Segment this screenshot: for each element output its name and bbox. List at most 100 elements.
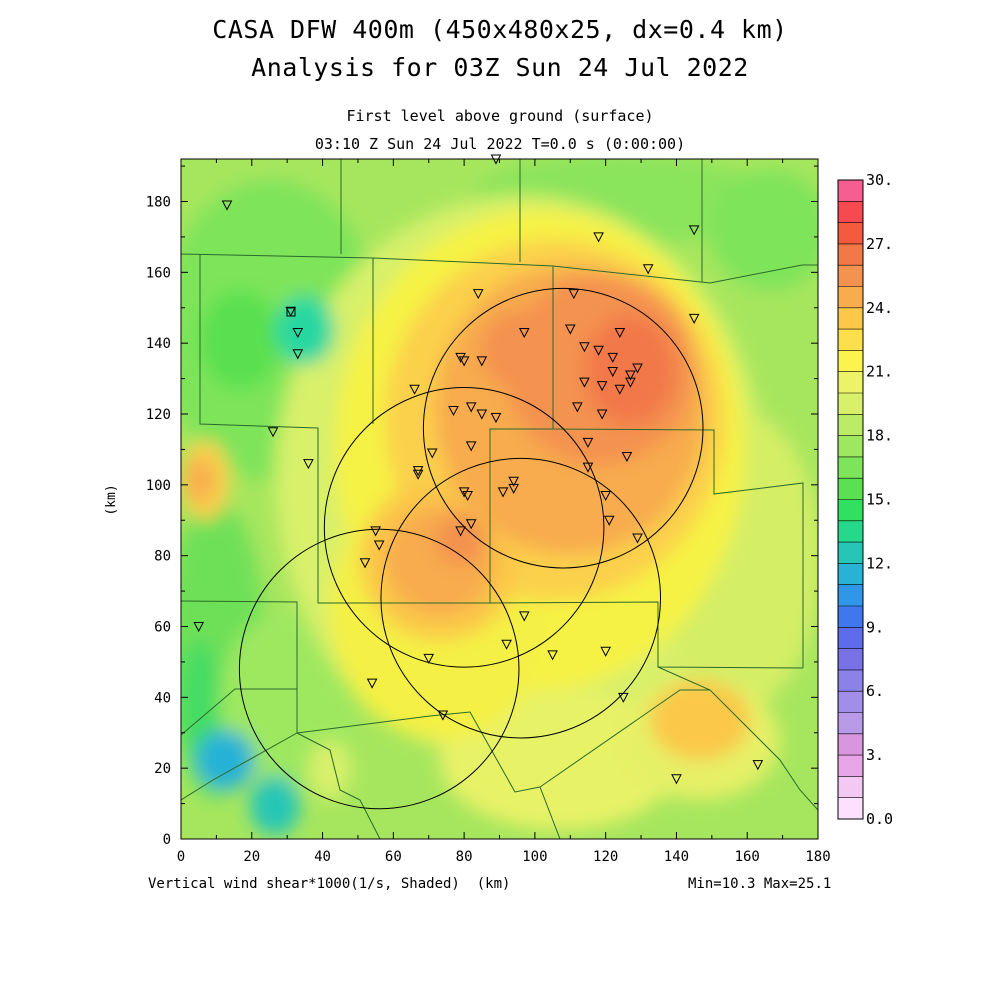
station-marker bbox=[642, 264, 654, 275]
valid-time-label: 03:10 Z Sun 24 Jul 2022 T=0.0 s (0:00:00… bbox=[314, 135, 686, 153]
x-tick-label: 180 bbox=[805, 849, 830, 865]
station-marker bbox=[603, 515, 615, 526]
station-marker bbox=[455, 526, 466, 537]
station-marker bbox=[458, 487, 470, 498]
station-marker bbox=[625, 370, 636, 381]
colorbar-swatch bbox=[838, 691, 863, 713]
colorbar-label: 21. bbox=[866, 363, 893, 381]
station-marker bbox=[303, 459, 314, 470]
colorbar-swatch bbox=[838, 669, 863, 692]
colorbar-swatch bbox=[838, 648, 863, 671]
radar-ring-3 bbox=[380, 457, 662, 739]
field-max-label: Max=25.1 bbox=[763, 876, 832, 892]
station-marker bbox=[568, 289, 580, 300]
y-tick-label: 100 bbox=[146, 478, 171, 494]
station-marker bbox=[752, 760, 764, 771]
station-marker bbox=[614, 328, 626, 339]
station-marker bbox=[600, 646, 611, 657]
station-marker bbox=[582, 462, 594, 473]
colorbar-swatch bbox=[838, 499, 863, 522]
observation-stations bbox=[193, 154, 764, 785]
station-marker bbox=[448, 405, 459, 417]
station-marker bbox=[423, 653, 435, 664]
station-marker bbox=[193, 622, 205, 633]
colorbar-swatch bbox=[838, 542, 863, 564]
station-marker bbox=[621, 452, 633, 463]
station-marker bbox=[596, 381, 608, 392]
station-marker bbox=[292, 349, 304, 360]
station-marker bbox=[600, 490, 611, 502]
colorbar-swatch bbox=[838, 712, 863, 735]
station-marker bbox=[472, 289, 484, 300]
station-marker bbox=[625, 377, 636, 388]
station-marker bbox=[688, 225, 700, 236]
station-marker bbox=[508, 483, 519, 494]
station-marker bbox=[518, 328, 530, 339]
station-marker bbox=[596, 409, 608, 420]
radar-ring-2 bbox=[323, 387, 605, 668]
x-tick-label: 20 bbox=[243, 849, 260, 865]
station-marker bbox=[490, 413, 502, 424]
station-marker bbox=[614, 384, 626, 395]
station-marker bbox=[221, 200, 233, 211]
colorbar-label: 3. bbox=[866, 746, 884, 764]
colorbar-swatch bbox=[838, 307, 863, 330]
colorbar-label: 30. bbox=[866, 171, 893, 189]
station-marker bbox=[465, 441, 477, 452]
chart-subtitle-analysis-time: Analysis for 03Z Sun 24 Jul 2022 bbox=[251, 53, 749, 82]
colorbar-swatch bbox=[838, 265, 863, 287]
y-tick-label: 180 bbox=[146, 195, 171, 211]
colorbar-swatch bbox=[838, 286, 863, 309]
colorbar-swatch bbox=[838, 180, 863, 202]
station-marker bbox=[593, 232, 604, 243]
station-marker bbox=[458, 356, 470, 367]
station-marker bbox=[462, 490, 473, 502]
y-tick-label: 140 bbox=[146, 336, 171, 352]
x-tick-label: 160 bbox=[735, 849, 760, 865]
station-marker bbox=[437, 710, 449, 721]
colorbar-swatch bbox=[838, 606, 863, 628]
station-marker bbox=[671, 774, 682, 785]
station-marker bbox=[618, 692, 629, 703]
colorbar-label: 24. bbox=[866, 299, 893, 317]
shear-field-shading bbox=[181, 159, 818, 839]
colorbar-label: 18. bbox=[866, 427, 893, 445]
colorbar-swatch bbox=[838, 414, 863, 436]
station-marker bbox=[412, 466, 424, 477]
station-marker bbox=[508, 476, 519, 487]
colorbar-swatch bbox=[838, 520, 863, 543]
colorbar-label: 27. bbox=[866, 235, 893, 253]
station-marker bbox=[518, 611, 530, 622]
colorbar-swatch bbox=[838, 456, 863, 479]
station-marker bbox=[476, 356, 488, 367]
station-marker bbox=[688, 313, 700, 324]
station-marker bbox=[547, 650, 558, 661]
station-marker bbox=[373, 540, 385, 551]
chart-title: CASA DFW 400m (450x480x25, dx=0.4 km) bbox=[212, 15, 788, 44]
y-tick-label: 0 bbox=[163, 832, 171, 848]
colorbar-swatch bbox=[838, 776, 863, 798]
station-marker bbox=[292, 328, 304, 339]
x-tick-label: 60 bbox=[385, 849, 402, 865]
colorbar-swatch bbox=[838, 201, 863, 223]
colorbar-swatch bbox=[838, 627, 863, 649]
colorbar-swatch bbox=[838, 755, 863, 777]
station-marker bbox=[267, 427, 279, 438]
station-marker bbox=[572, 402, 583, 413]
square-station-marker bbox=[286, 307, 296, 317]
station-marker bbox=[409, 384, 420, 395]
station-marker bbox=[582, 437, 594, 448]
station-marker bbox=[607, 352, 619, 363]
y-axis: 0 20 40 60 80 100 120 140 160 180 bbox=[146, 165, 818, 848]
colorbar-swatch bbox=[838, 478, 863, 500]
station-marker bbox=[359, 558, 371, 569]
colorbar-swatch bbox=[838, 393, 863, 415]
station-marker bbox=[579, 342, 590, 353]
station-marker bbox=[579, 377, 590, 388]
y-tick-label: 20 bbox=[154, 761, 171, 777]
colorbar-swatch bbox=[838, 563, 863, 585]
field-description: Vertical wind shear*1000(1/s, Shaded) (k… bbox=[148, 876, 510, 892]
station-marker bbox=[412, 469, 424, 480]
station-marker bbox=[465, 402, 477, 413]
